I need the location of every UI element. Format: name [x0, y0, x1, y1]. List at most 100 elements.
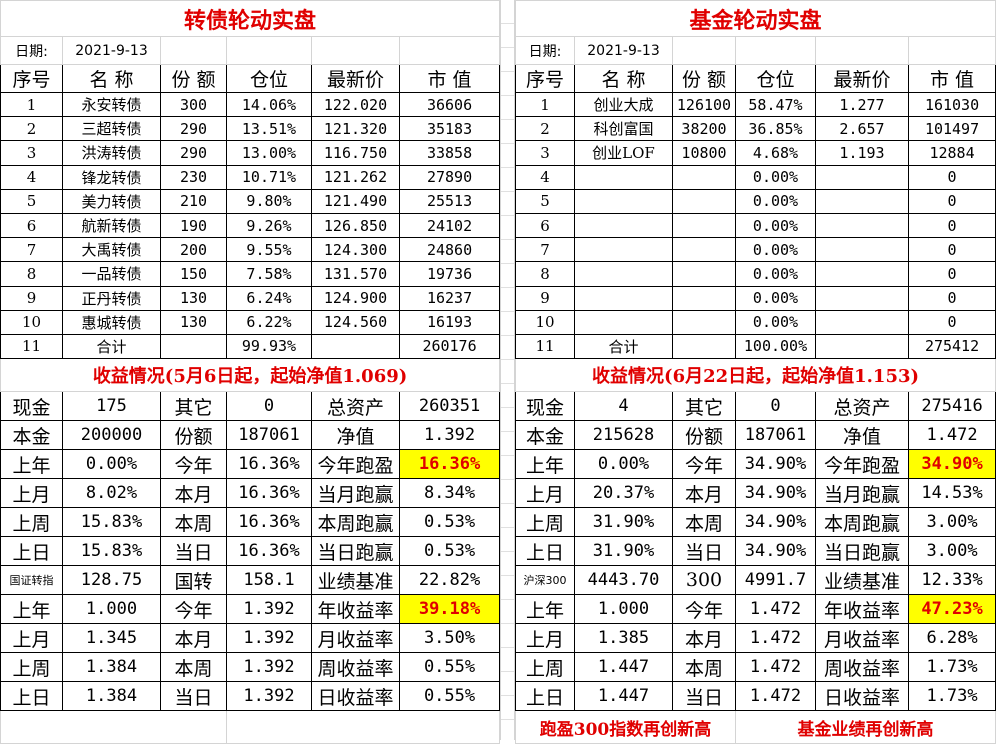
stat-value[interactable]: 1.345 — [62, 623, 161, 654]
cell-shares[interactable] — [160, 333, 227, 360]
stat-label[interactable]: 本周 — [160, 507, 227, 538]
stat-value[interactable]: 0 — [226, 391, 312, 422]
cell-position[interactable]: 9.55% — [226, 237, 312, 263]
returns-subtitle[interactable]: 收益情况(6月22日起，起始净值1.153) — [514, 358, 996, 393]
cell-value[interactable]: 24860 — [398, 237, 501, 263]
stat-label[interactable]: 本月 — [672, 478, 736, 509]
cell-price[interactable] — [815, 285, 909, 311]
stat-label[interactable]: 年收益率 — [311, 594, 400, 625]
column-header-shares[interactable]: 份 额 — [672, 64, 736, 93]
cell-name[interactable] — [574, 285, 673, 311]
stat-label[interactable]: 其它 — [160, 391, 227, 422]
stat-value[interactable]: 16.36% — [226, 507, 312, 538]
empty-cell[interactable] — [398, 36, 501, 65]
stat-value[interactable]: 47.23% — [907, 594, 996, 625]
stat-value[interactable]: 4 — [574, 391, 673, 422]
stat-label[interactable]: 国转 — [160, 565, 227, 596]
cell-shares[interactable]: 150 — [160, 261, 227, 287]
stat-label[interactable]: 300 — [672, 565, 736, 596]
stat-value[interactable]: 15.83% — [62, 507, 161, 538]
cell-index[interactable]: 11 — [0, 333, 63, 360]
empty-cell[interactable] — [311, 36, 400, 65]
empty-cell[interactable] — [735, 36, 816, 65]
stat-label[interactable]: 上周 — [515, 507, 575, 538]
stat-label[interactable]: 份额 — [160, 420, 227, 451]
cell-shares[interactable]: 300 — [160, 91, 227, 118]
stat-label[interactable]: 国证转指 — [0, 565, 63, 596]
stat-value[interactable]: 1.384 — [62, 652, 161, 683]
empty-cell[interactable] — [160, 36, 227, 65]
stat-value[interactable]: 0.00% — [574, 449, 673, 480]
cell-index[interactable]: 6 — [515, 212, 575, 239]
cell-index[interactable]: 4 — [515, 164, 575, 190]
cell-price[interactable]: 121.262 — [311, 164, 400, 190]
cell-value[interactable]: 0 — [907, 237, 996, 263]
cell-price[interactable] — [815, 333, 909, 360]
stat-label[interactable]: 上年 — [0, 449, 63, 480]
stat-label[interactable]: 周收益率 — [311, 652, 400, 683]
stat-value[interactable]: 0.55% — [398, 652, 501, 683]
empty-cell[interactable] — [815, 36, 909, 65]
footer-note-1[interactable]: 跑盈300指数再创新高 — [515, 710, 736, 744]
footer-note-2[interactable] — [225, 710, 501, 744]
cell-price[interactable]: 1.277 — [815, 91, 909, 118]
stat-label[interactable]: 当月跑赢 — [311, 478, 400, 509]
cell-shares[interactable]: 290 — [160, 116, 227, 142]
cell-price[interactable]: 124.900 — [311, 285, 400, 311]
stat-value[interactable]: 3.00% — [907, 507, 996, 538]
cell-price[interactable] — [815, 188, 909, 214]
cell-price[interactable]: 122.020 — [311, 91, 400, 118]
cell-position[interactable]: 0.00% — [735, 309, 816, 335]
stat-label[interactable]: 今年 — [672, 449, 736, 480]
stat-value[interactable]: 200000 — [62, 420, 161, 451]
cell-value[interactable]: 0 — [907, 164, 996, 190]
stat-label[interactable]: 本周 — [672, 507, 736, 538]
cell-value[interactable]: 0 — [907, 212, 996, 239]
cell-value[interactable]: 19736 — [398, 261, 501, 287]
stat-value[interactable]: 16.36% — [226, 536, 312, 567]
stat-label[interactable]: 年收益率 — [815, 594, 909, 625]
cell-shares[interactable]: 230 — [160, 164, 227, 190]
cell-name[interactable]: 合计 — [574, 333, 673, 360]
cell-shares[interactable]: 126100 — [672, 91, 736, 118]
stat-label[interactable]: 现金 — [515, 391, 575, 422]
stat-value[interactable]: 1.472 — [907, 420, 996, 451]
stat-label[interactable]: 本金 — [515, 420, 575, 451]
cell-value[interactable]: 0 — [907, 188, 996, 214]
column-header-name[interactable]: 名 称 — [62, 64, 161, 93]
cell-value[interactable]: 35183 — [398, 116, 501, 142]
cell-name[interactable]: 创业大成 — [574, 91, 673, 118]
cell-index[interactable]: 3 — [515, 140, 575, 166]
stat-value[interactable]: 31.90% — [574, 536, 673, 567]
footer-note-2[interactable]: 基金业绩再创新高 — [734, 710, 996, 744]
stat-value[interactable]: 31.90% — [574, 507, 673, 538]
empty-cell[interactable] — [907, 36, 996, 65]
cell-index[interactable]: 7 — [0, 237, 63, 263]
empty-cell[interactable] — [226, 36, 312, 65]
stat-value[interactable]: 8.02% — [62, 478, 161, 509]
stat-value[interactable]: 1.384 — [62, 681, 161, 712]
cell-shares[interactable] — [672, 188, 736, 214]
stat-value[interactable]: 8.34% — [398, 478, 501, 509]
stat-value[interactable]: 128.75 — [62, 565, 161, 596]
cell-value[interactable]: 16193 — [398, 309, 501, 335]
stat-label[interactable]: 本周 — [160, 652, 227, 683]
stat-label[interactable]: 上年 — [515, 449, 575, 480]
stat-value[interactable]: 22.82% — [398, 565, 501, 596]
cell-index[interactable]: 9 — [515, 285, 575, 311]
cell-index[interactable]: 1 — [515, 91, 575, 118]
stat-value[interactable]: 16.36% — [226, 449, 312, 480]
stat-label[interactable]: 周收益率 — [815, 652, 909, 683]
cell-name[interactable] — [574, 237, 673, 263]
stat-label[interactable]: 上日 — [0, 681, 63, 712]
cell-position[interactable]: 0.00% — [735, 164, 816, 190]
cell-index[interactable]: 7 — [515, 237, 575, 263]
stat-label[interactable]: 业绩基准 — [311, 565, 400, 596]
cell-shares[interactable] — [672, 333, 736, 360]
cell-index[interactable]: 2 — [0, 116, 63, 142]
cell-position[interactable]: 10.71% — [226, 164, 312, 190]
cell-price[interactable] — [815, 212, 909, 239]
sheet-title[interactable]: 基金轮动实盘 — [514, 0, 996, 37]
stat-value[interactable]: 4443.70 — [574, 565, 673, 596]
cell-name[interactable] — [574, 188, 673, 214]
